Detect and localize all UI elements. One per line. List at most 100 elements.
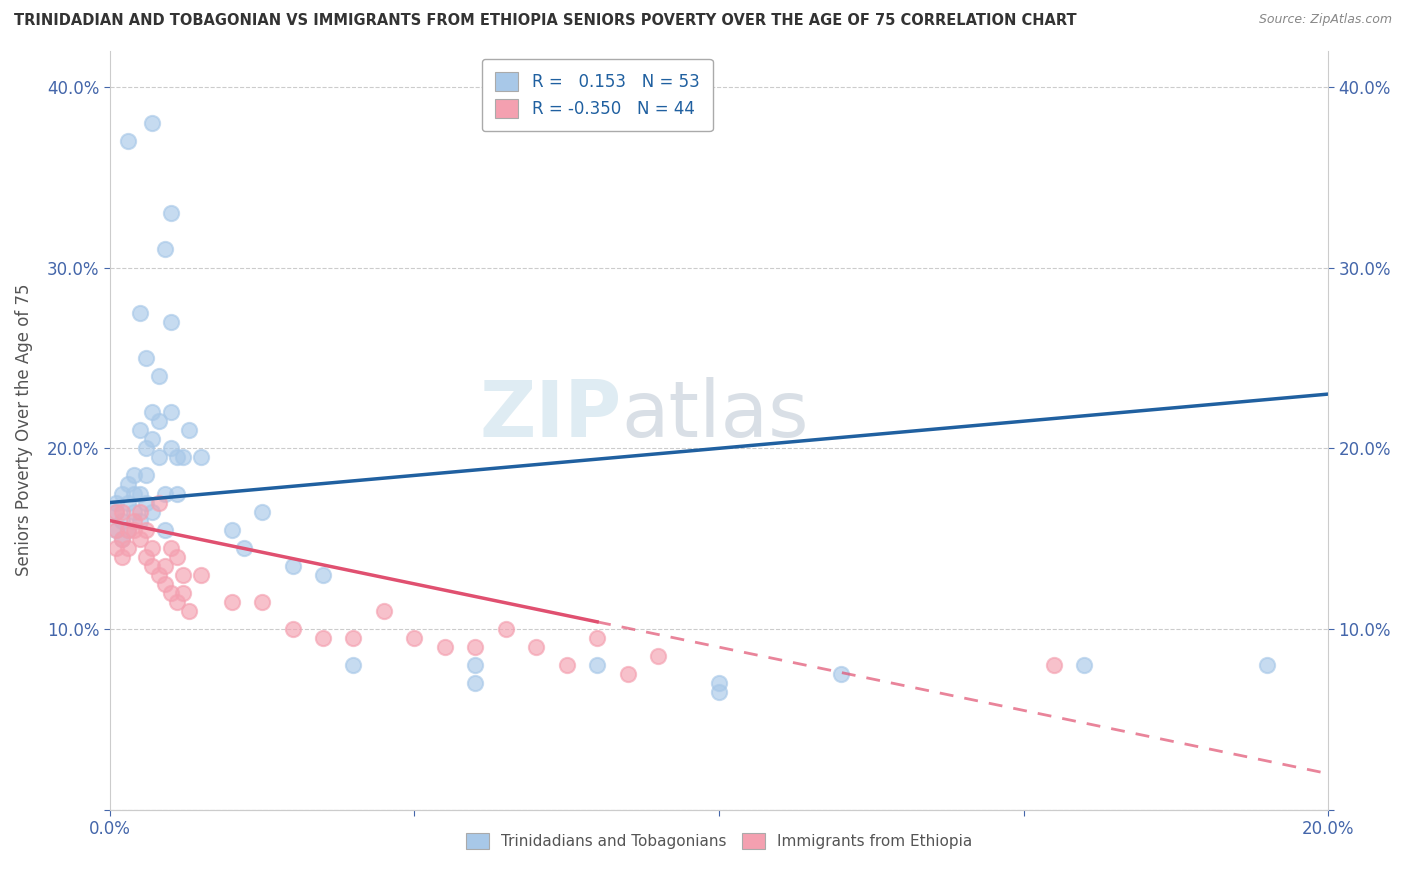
Point xyxy=(232,541,254,555)
Point xyxy=(342,631,364,645)
Text: TRINIDADIAN AND TOBAGONIAN VS IMMIGRANTS FROM ETHIOPIA SENIORS POVERTY OVER THE : TRINIDADIAN AND TOBAGONIAN VS IMMIGRANTS… xyxy=(14,13,1077,29)
Point xyxy=(433,640,456,654)
Point xyxy=(135,442,157,456)
Point xyxy=(373,604,395,618)
Point xyxy=(177,423,200,437)
Point xyxy=(141,405,163,419)
Point xyxy=(586,658,609,673)
Point xyxy=(135,549,157,564)
Point xyxy=(464,676,486,690)
Point xyxy=(148,450,170,465)
Point xyxy=(1043,658,1066,673)
Point xyxy=(111,549,134,564)
Point xyxy=(586,631,609,645)
Point xyxy=(135,468,157,483)
Point xyxy=(135,523,157,537)
Point xyxy=(464,640,486,654)
Point xyxy=(250,505,273,519)
Point xyxy=(190,450,212,465)
Point xyxy=(166,549,188,564)
Point xyxy=(647,649,669,664)
Point xyxy=(122,486,145,500)
Point xyxy=(172,450,194,465)
Point xyxy=(104,523,127,537)
Point xyxy=(281,558,304,573)
Point xyxy=(153,486,176,500)
Point xyxy=(104,541,127,555)
Point xyxy=(404,631,426,645)
Point xyxy=(524,640,547,654)
Point xyxy=(117,523,139,537)
Point xyxy=(159,206,181,220)
Point xyxy=(141,432,163,446)
Point xyxy=(104,505,127,519)
Point xyxy=(135,351,157,365)
Point xyxy=(166,486,188,500)
Point xyxy=(153,558,176,573)
Point xyxy=(111,486,134,500)
Point xyxy=(464,658,486,673)
Point xyxy=(190,567,212,582)
Point xyxy=(129,423,152,437)
Point xyxy=(122,514,145,528)
Point xyxy=(172,567,194,582)
Point xyxy=(129,486,152,500)
Point xyxy=(1256,658,1278,673)
Point xyxy=(111,532,134,546)
Point xyxy=(148,369,170,384)
Legend: Trinidadians and Tobagonians, Immigrants from Ethiopia: Trinidadians and Tobagonians, Immigrants… xyxy=(460,826,979,855)
Point xyxy=(104,523,127,537)
Point xyxy=(141,505,163,519)
Point xyxy=(312,631,335,645)
Text: Source: ZipAtlas.com: Source: ZipAtlas.com xyxy=(1258,13,1392,27)
Point xyxy=(148,567,170,582)
Point xyxy=(129,306,152,320)
Point xyxy=(1073,658,1095,673)
Point xyxy=(281,622,304,636)
Point xyxy=(616,667,638,681)
Point xyxy=(122,523,145,537)
Text: ZIP: ZIP xyxy=(479,377,621,453)
Point xyxy=(141,541,163,555)
Point xyxy=(111,532,134,546)
Point xyxy=(129,505,152,519)
Point xyxy=(129,514,152,528)
Point xyxy=(221,523,243,537)
Point xyxy=(342,658,364,673)
Point xyxy=(159,586,181,600)
Point xyxy=(177,604,200,618)
Point xyxy=(172,586,194,600)
Point xyxy=(153,523,176,537)
Point xyxy=(111,514,134,528)
Point xyxy=(117,477,139,491)
Point xyxy=(135,495,157,509)
Point xyxy=(830,667,852,681)
Point xyxy=(111,505,134,519)
Point xyxy=(148,414,170,428)
Point xyxy=(117,495,139,509)
Y-axis label: Seniors Poverty Over the Age of 75: Seniors Poverty Over the Age of 75 xyxy=(15,284,32,576)
Point xyxy=(141,116,163,130)
Point xyxy=(104,495,127,509)
Point xyxy=(555,658,578,673)
Point xyxy=(153,577,176,591)
Point xyxy=(104,505,127,519)
Point xyxy=(117,541,139,555)
Point xyxy=(117,523,139,537)
Point xyxy=(159,442,181,456)
Text: atlas: atlas xyxy=(621,377,808,453)
Point xyxy=(141,558,163,573)
Point xyxy=(148,495,170,509)
Point xyxy=(495,622,517,636)
Point xyxy=(159,541,181,555)
Point xyxy=(707,685,730,699)
Point xyxy=(122,468,145,483)
Point xyxy=(117,134,139,148)
Point xyxy=(250,595,273,609)
Point xyxy=(166,450,188,465)
Point xyxy=(312,567,335,582)
Point xyxy=(122,505,145,519)
Point xyxy=(153,243,176,257)
Point xyxy=(707,676,730,690)
Point xyxy=(159,405,181,419)
